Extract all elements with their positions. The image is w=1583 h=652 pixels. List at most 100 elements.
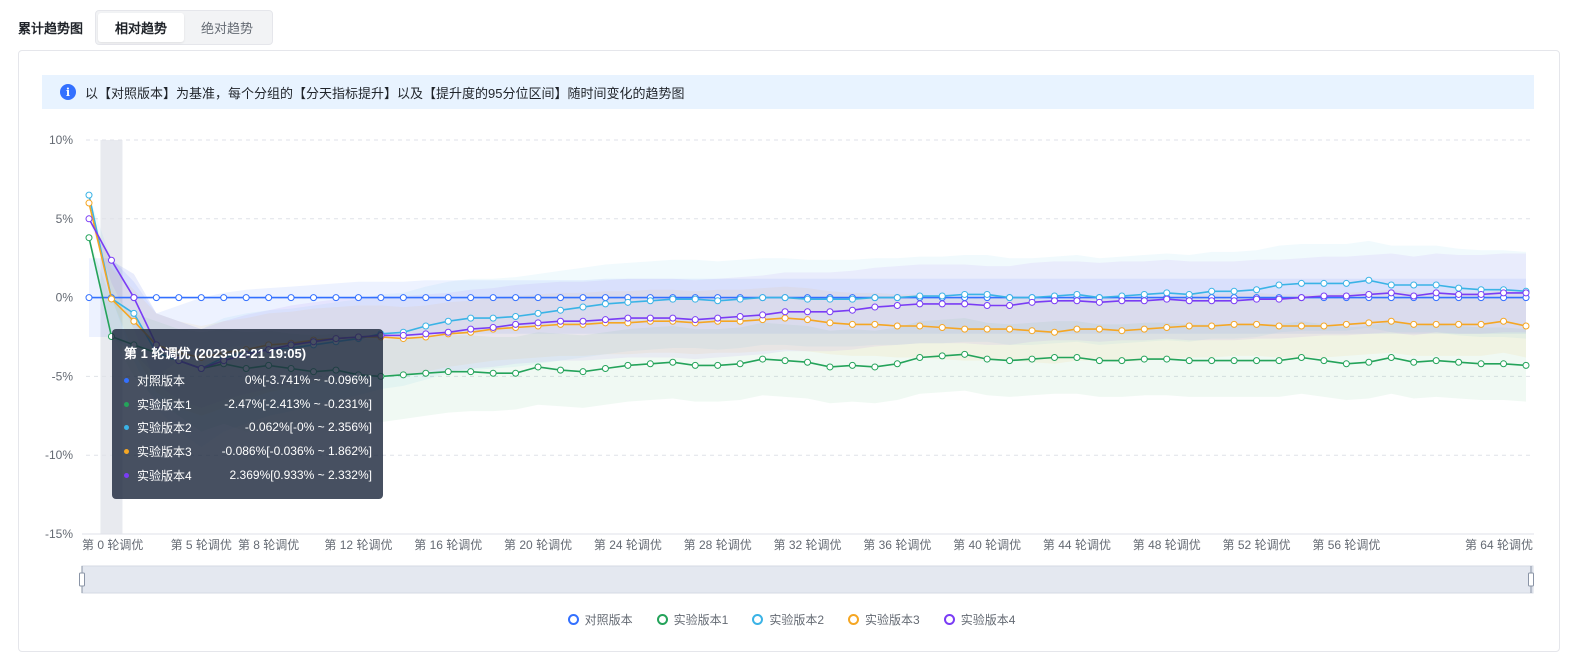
legend-item-variant-4[interactable]: 实验版本4 <box>943 611 1015 628</box>
data-point <box>961 325 969 333</box>
data-point <box>1455 320 1463 328</box>
data-point <box>826 319 834 327</box>
tooltip-series-value: -0.086%[-0.036% ~ 1.862%] <box>221 444 372 458</box>
tooltip-row: 实验版本2 -0.062%[-0% ~ 2.356%] <box>124 417 372 437</box>
data-point <box>1297 294 1305 302</box>
data-point <box>646 360 654 368</box>
data-point <box>85 191 93 199</box>
data-point <box>512 369 520 377</box>
data-point <box>669 295 677 303</box>
data-point <box>557 317 565 325</box>
data-point <box>534 319 542 327</box>
data-point <box>1410 320 1418 328</box>
data-point <box>354 294 362 302</box>
data-point <box>1365 319 1373 327</box>
data-point <box>669 358 677 366</box>
data-point <box>691 316 699 324</box>
data-point <box>467 325 475 333</box>
data-point <box>512 313 520 321</box>
tooltip-series-value: -2.47%[-2.413% ~ -0.231%] <box>224 397 372 411</box>
tooltip-dot <box>124 401 129 407</box>
tooltip-dot <box>124 377 129 383</box>
data-point <box>1477 360 1485 368</box>
tooltip-dot <box>124 472 129 478</box>
data-point <box>422 369 430 377</box>
data-point <box>534 294 542 302</box>
legend-label: 实验版本1 <box>673 613 729 627</box>
data-point <box>444 328 452 336</box>
data-point <box>1297 353 1305 361</box>
tooltip-row: 对照版本 0%[-3.741% ~ -0.096%] <box>124 370 372 390</box>
data-point <box>1185 297 1193 305</box>
data-point <box>714 297 722 305</box>
data-point <box>1208 287 1216 295</box>
data-point <box>1253 295 1261 303</box>
data-point <box>1297 279 1305 287</box>
legend-item-variant-2[interactable]: 实验版本2 <box>752 611 824 628</box>
legend-item-control[interactable]: 对照版本 <box>567 611 633 628</box>
legend-item-variant-1[interactable]: 实验版本1 <box>656 611 729 628</box>
data-point <box>916 322 924 330</box>
x-tick-label: 第 5 轮调优 <box>171 538 232 552</box>
data-point <box>781 357 789 365</box>
data-point <box>1028 298 1036 306</box>
data-point <box>1500 289 1508 297</box>
tooltip-series-name: 对照版本 <box>137 373 186 388</box>
data-point <box>804 295 811 303</box>
tab-relative-trend[interactable]: 相对趋势 <box>98 12 185 42</box>
x-tick-label: 第 36 轮调优 <box>863 538 931 552</box>
data-point <box>826 295 834 303</box>
data-point <box>601 294 609 302</box>
data-point <box>646 314 654 322</box>
info-banner: i 以【对照版本】为基准，每个分组的【分天指标提升】以及【提升度的95分位区间】… <box>42 75 1534 109</box>
tooltip-series-value: 0%[-3.741% ~ -0.096%] <box>244 373 372 387</box>
x-tick-label: 第 20 轮调优 <box>504 538 572 552</box>
data-point <box>848 320 856 328</box>
data-point <box>1320 357 1328 365</box>
data-point <box>377 294 385 302</box>
data-point <box>1006 357 1014 365</box>
tooltip-title: 第 1 轮调优 (2023-02-21 19:05) <box>124 346 307 361</box>
data-point <box>781 308 789 316</box>
x-tick-label: 第 40 轮调优 <box>953 538 1021 552</box>
data-point <box>399 331 407 339</box>
data-point <box>332 294 340 302</box>
zoom-slider-track <box>81 565 1534 594</box>
data-point <box>1073 353 1081 361</box>
data-point <box>1432 281 1440 289</box>
data-point <box>512 294 520 302</box>
legend-marker <box>567 614 579 625</box>
tab-absolute-trend[interactable]: 绝对趋势 <box>201 20 254 36</box>
tooltip-row: 实验版本1 -2.47%[-2.413% ~ -0.231%] <box>124 394 372 414</box>
data-point <box>736 295 744 303</box>
data-point <box>961 300 969 308</box>
data-point <box>399 294 407 302</box>
data-point <box>534 363 542 371</box>
tooltip-series-name: 实验版本3 <box>137 444 192 459</box>
tooltip-row: 实验版本3 -0.086%[-0.036% ~ 1.862%] <box>124 441 372 461</box>
data-point <box>1050 353 1058 361</box>
data-point <box>736 313 744 321</box>
data-point <box>826 363 834 371</box>
data-point <box>1297 322 1305 330</box>
data-point <box>938 352 946 360</box>
legend-marker <box>656 614 668 625</box>
data-point <box>624 361 632 369</box>
data-point <box>893 322 901 330</box>
x-tick-label: 第 16 轮调优 <box>414 538 482 552</box>
data-point <box>1208 357 1216 365</box>
data-point <box>1118 297 1126 305</box>
data-point <box>1185 357 1193 365</box>
y-tick-label: 5% <box>56 212 74 226</box>
data-point <box>287 294 295 302</box>
data-point <box>916 300 924 308</box>
data-point <box>1387 317 1395 325</box>
data-point <box>557 366 565 374</box>
legend-item-variant-3[interactable]: 实验版本3 <box>848 611 920 628</box>
info-text: 以【对照版本】为基准，每个分组的【分天指标提升】以及【提升度的95分位区间】随时… <box>85 85 685 101</box>
data-point <box>1365 290 1373 298</box>
y-tick-label: -5% <box>52 369 74 383</box>
x-tick-label: 第 8 轮调优 <box>238 538 299 552</box>
data-point <box>85 199 93 207</box>
